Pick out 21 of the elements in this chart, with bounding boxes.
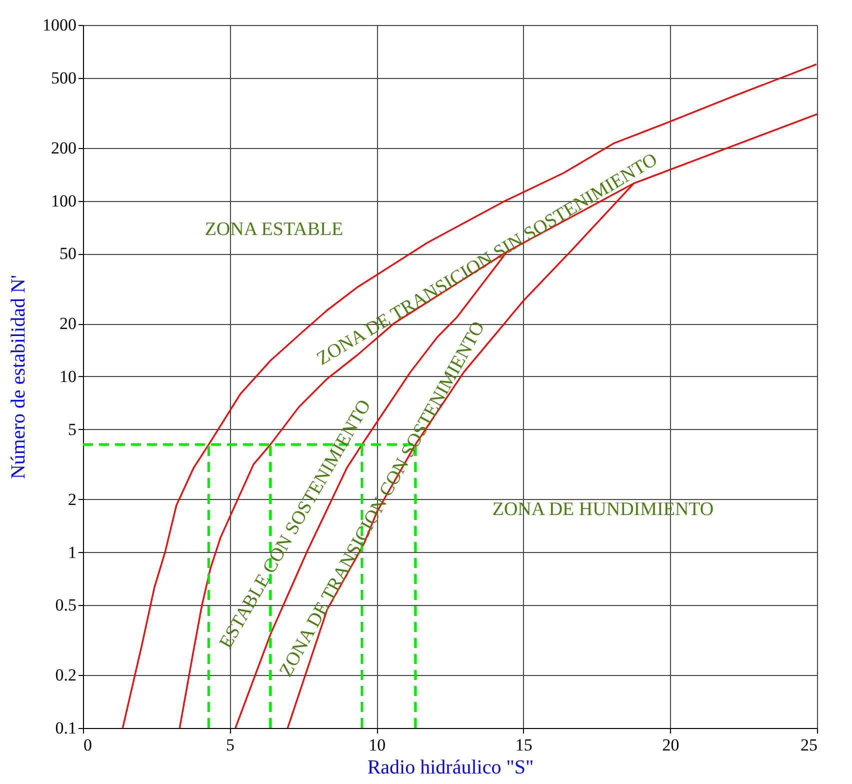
y-tick-label: 5 <box>68 420 76 439</box>
x-tick-label: 25 <box>800 736 818 754</box>
y-axis-title: Número de estabilidad N' <box>8 274 30 480</box>
y-tick-label: 50 <box>60 244 76 264</box>
x-tick-label: 5 <box>226 736 235 754</box>
y-tick-label: 0.1 <box>55 718 76 738</box>
x-axis-title: Radio hidráulico "S" <box>367 756 534 778</box>
x-tick-label: 10 <box>368 736 386 754</box>
y-tick-label: 100 <box>51 191 76 210</box>
y-tick-label: 2 <box>68 490 76 509</box>
x-tick-label: 20 <box>662 736 680 754</box>
x-tick-label: 15 <box>515 736 532 754</box>
y-tick-label: 1000 <box>42 16 76 34</box>
y-tick-label: 1 <box>68 542 76 562</box>
x-tick-label: 0 <box>84 736 92 754</box>
y-tick-label: 20 <box>60 314 76 334</box>
y-tick-label: 500 <box>51 68 76 88</box>
y-tick-label: 0.5 <box>55 596 76 615</box>
y-tick-label: 0.2 <box>55 666 76 685</box>
y-tick-label: 10 <box>60 367 76 386</box>
y-tick-label: 200 <box>51 138 76 158</box>
